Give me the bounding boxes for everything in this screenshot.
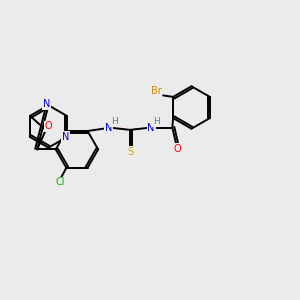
Text: H: H <box>153 117 160 126</box>
Text: N: N <box>61 132 69 142</box>
Text: Cl: Cl <box>55 178 64 188</box>
Text: H: H <box>111 117 117 126</box>
Text: O: O <box>45 122 52 131</box>
Text: S: S <box>127 147 133 157</box>
Text: N: N <box>43 99 51 109</box>
Text: N: N <box>148 122 155 133</box>
Text: Br: Br <box>151 86 162 96</box>
Text: N: N <box>105 122 112 133</box>
Text: O: O <box>173 144 181 154</box>
